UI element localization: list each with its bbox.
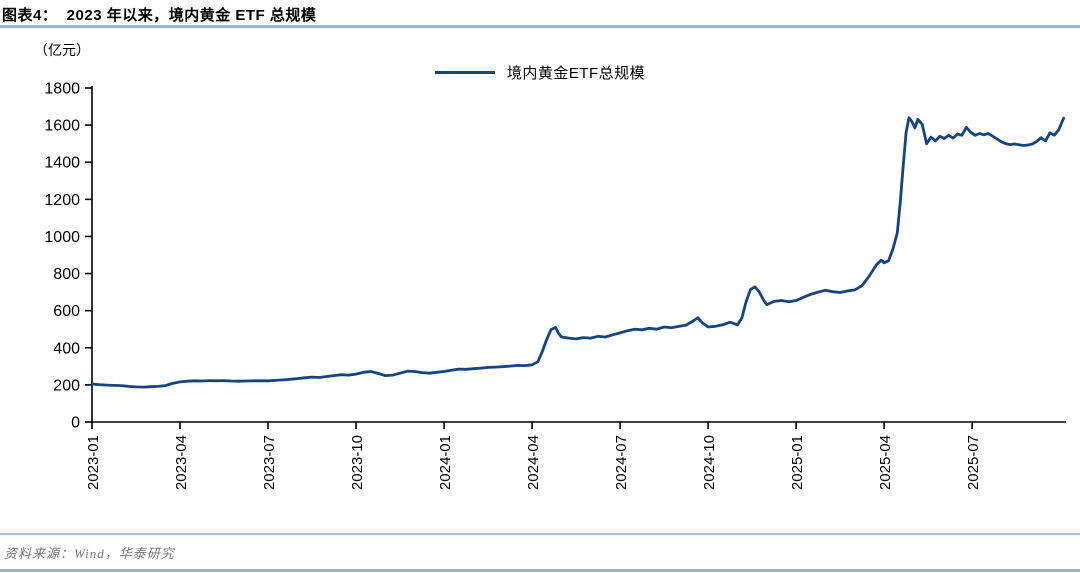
source-divider bbox=[0, 533, 1080, 535]
x-tick-label: 2024-07 bbox=[613, 435, 630, 490]
y-tick-label: 1600 bbox=[44, 118, 80, 135]
y-tick-label: 200 bbox=[53, 377, 80, 394]
y-tick-label: 0 bbox=[71, 415, 80, 432]
title-divider bbox=[0, 25, 1080, 28]
y-tick-label: 1200 bbox=[44, 192, 80, 209]
x-tick-label: 2023-10 bbox=[349, 435, 366, 490]
bottom-rule bbox=[0, 569, 1080, 572]
y-axis-unit-label: （亿元） bbox=[34, 42, 90, 58]
source-note: 资料来源：Wind，华泰研究 bbox=[4, 546, 175, 561]
y-tick-label: 600 bbox=[53, 303, 80, 320]
y-tick-label: 1400 bbox=[44, 155, 80, 172]
x-tick-label: 2024-01 bbox=[437, 435, 454, 490]
y-tick-label: 400 bbox=[53, 340, 80, 357]
x-tick-label: 2025-01 bbox=[789, 435, 806, 490]
y-tick-label: 1000 bbox=[44, 229, 80, 246]
y-tick-label: 800 bbox=[53, 266, 80, 283]
x-tick-label: 2023-04 bbox=[173, 435, 190, 490]
x-tick-label: 2025-04 bbox=[877, 435, 894, 490]
x-tick-label: 2024-04 bbox=[525, 435, 542, 490]
x-tick-label: 2024-10 bbox=[701, 435, 718, 490]
figure-title: 图表4： 2023 年以来，境内黄金 ETF 总规模 bbox=[2, 7, 317, 24]
y-tick-label: 1800 bbox=[44, 81, 80, 98]
x-tick-label: 2025-07 bbox=[965, 435, 982, 490]
x-tick-label: 2023-07 bbox=[261, 435, 278, 490]
series-line bbox=[90, 116, 1066, 389]
x-tick-label: 2023-01 bbox=[85, 435, 102, 490]
